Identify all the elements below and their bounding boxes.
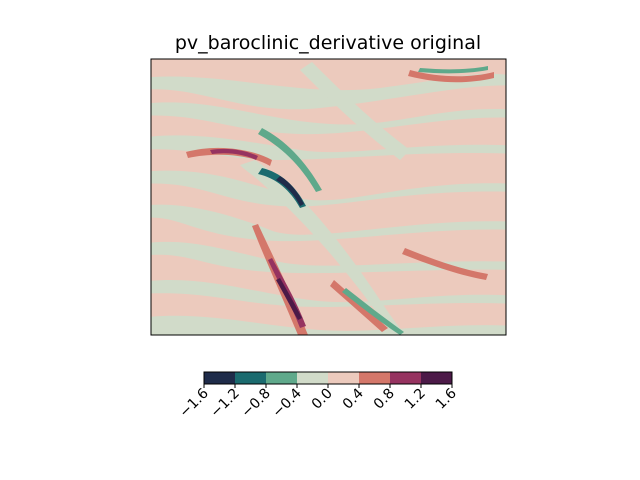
- plot-area: [151, 59, 506, 335]
- colorbar-swatch: [204, 372, 235, 384]
- colorbar-swatch: [266, 372, 297, 384]
- colorbar-swatch: [297, 372, 328, 384]
- colorbar: [203, 371, 453, 385]
- plot-frame: [150, 58, 507, 336]
- colorbar-swatch: [328, 372, 359, 384]
- colorbar-tick-label: −1.6: [176, 385, 211, 420]
- field-filament: [342, 288, 404, 335]
- field-band-negative: [151, 241, 506, 274]
- colorbar-tick-label: −0.4: [269, 385, 304, 420]
- field-filament: [418, 66, 488, 74]
- colorbar-swatch: [359, 372, 390, 384]
- colorbar-tick-label: 0.4: [340, 385, 367, 412]
- colorbar-tick-label: −0.8: [238, 386, 273, 421]
- field-band-negative: [151, 204, 506, 242]
- field-band-negative: [151, 102, 506, 135]
- field-filament: [402, 248, 488, 280]
- colorbar-tick-label: 1.6: [433, 385, 460, 412]
- field-features: [186, 66, 494, 335]
- field-filament: [276, 176, 304, 206]
- chart-title: pv_baroclinic_derivative original: [175, 32, 481, 54]
- field-filament: [258, 168, 306, 208]
- field-filament: [258, 128, 322, 192]
- field-band-negative: [240, 160, 407, 335]
- colorbar-swatch: [390, 372, 421, 384]
- colorbar-tick-label: −1.2: [207, 386, 242, 421]
- colorbar-tick-label: 0.8: [371, 386, 398, 413]
- field-filament: [276, 278, 302, 320]
- field-band-negative: [151, 170, 506, 207]
- field-band-negative: [151, 280, 506, 307]
- field-filament: [408, 70, 494, 83]
- colorbar-ticks: −1.6−1.2−0.8−0.4 0.0 0.4 0.8 1.2 1.6: [176, 384, 460, 421]
- colorbar-tick-label: 1.2: [402, 386, 429, 413]
- colorbar-tick-label: 0.0: [309, 386, 336, 413]
- field-filament: [186, 147, 272, 166]
- colorbar-swatch: [235, 372, 266, 384]
- field-band-negative: [151, 315, 506, 335]
- colorbar-swatch: [421, 372, 452, 384]
- field-band-negative: [300, 62, 410, 160]
- field-bands: [151, 62, 506, 335]
- field-filament: [210, 148, 258, 160]
